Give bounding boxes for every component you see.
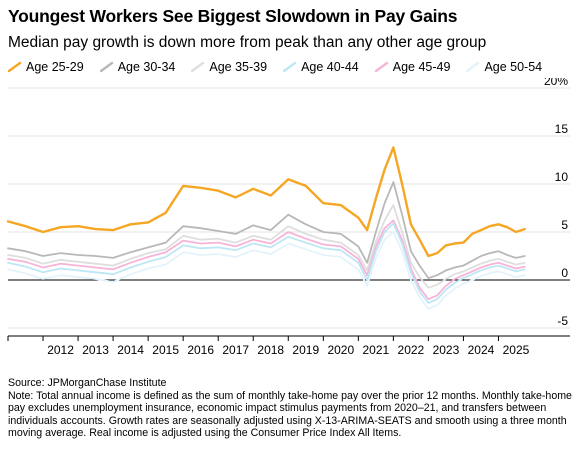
y-tick-label: -5 — [557, 314, 568, 328]
series-line-age-30-34 — [7, 181, 526, 280]
x-tick-label: 2013 — [82, 343, 109, 357]
legend-swatch-icon — [283, 61, 297, 73]
legend-item: Age 40-44 — [283, 58, 359, 76]
legend-label: Age 35-39 — [209, 60, 268, 74]
y-tick-label: 0 — [561, 266, 568, 280]
series-line-age-40-44 — [7, 222, 526, 304]
series-line-age-35-39 — [7, 204, 526, 289]
legend-label: Age 40-44 — [301, 60, 359, 74]
legend: Age 25-29 Age 30-34 Age 35-39 Age 40-44 Age … — [8, 58, 542, 76]
x-tick-label: 2018 — [257, 343, 284, 357]
x-tick-label: 2016 — [187, 343, 214, 357]
legend-item: Age 50-54 — [466, 58, 542, 76]
legend-label: Age 45-49 — [392, 60, 451, 74]
legend-item: Age 35-39 — [191, 58, 267, 76]
legend-swatch-icon — [191, 61, 205, 73]
x-tick-label: 2021 — [363, 343, 390, 357]
legend-item: Age 30-34 — [99, 58, 176, 76]
footer: Source: JPMorganChase Institute Note: To… — [8, 377, 574, 440]
series-line-age-50-54 — [7, 231, 526, 310]
source-note: Source: JPMorganChase Institute — [8, 377, 167, 389]
x-tick-label: 2017 — [222, 343, 249, 357]
legend-label: Age 25-29 — [26, 60, 84, 74]
legend-swatch-icon — [99, 61, 113, 73]
y-tick-label: 20% — [544, 78, 568, 88]
methodology-note: Note: Total annual income is defined as … — [8, 389, 572, 440]
x-tick-label: 2015 — [152, 343, 179, 357]
line-chart: -5 0 5 10 15 20% 2012 2013 2014 2015 2016 2017 2018 2… — [6, 78, 570, 357]
legend-swatch-icon — [374, 61, 388, 73]
x-tick-label: 2012 — [47, 343, 74, 357]
x-tick-label: 2020 — [327, 343, 354, 357]
legend-swatch-icon — [8, 61, 22, 73]
x-tick-label: 2019 — [292, 343, 319, 357]
chart-title: Youngest Workers See Biggest Slowdown in… — [8, 6, 458, 26]
series-line-age-25-29 — [6, 146, 526, 258]
y-tick-label: 15 — [555, 122, 569, 136]
legend-swatch-icon — [466, 61, 480, 73]
legend-label: Age 30-34 — [117, 60, 176, 74]
x-tick-label: 2025 — [503, 343, 530, 357]
x-tick-label: 2022 — [398, 343, 425, 357]
x-tick-label: 2023 — [433, 343, 460, 357]
legend-item: Age 25-29 — [8, 58, 84, 76]
y-tick-label: 5 — [561, 218, 568, 232]
x-tick-label: 2014 — [117, 343, 144, 357]
chart-subtitle: Median pay growth is down more from peak… — [8, 34, 487, 51]
legend-label: Age 50-54 — [484, 60, 543, 74]
y-tick-label: 10 — [555, 170, 569, 184]
series-line-age-45-49 — [7, 219, 526, 301]
x-tick-label: 2024 — [468, 343, 495, 357]
legend-item: Age 45-49 — [374, 58, 451, 76]
